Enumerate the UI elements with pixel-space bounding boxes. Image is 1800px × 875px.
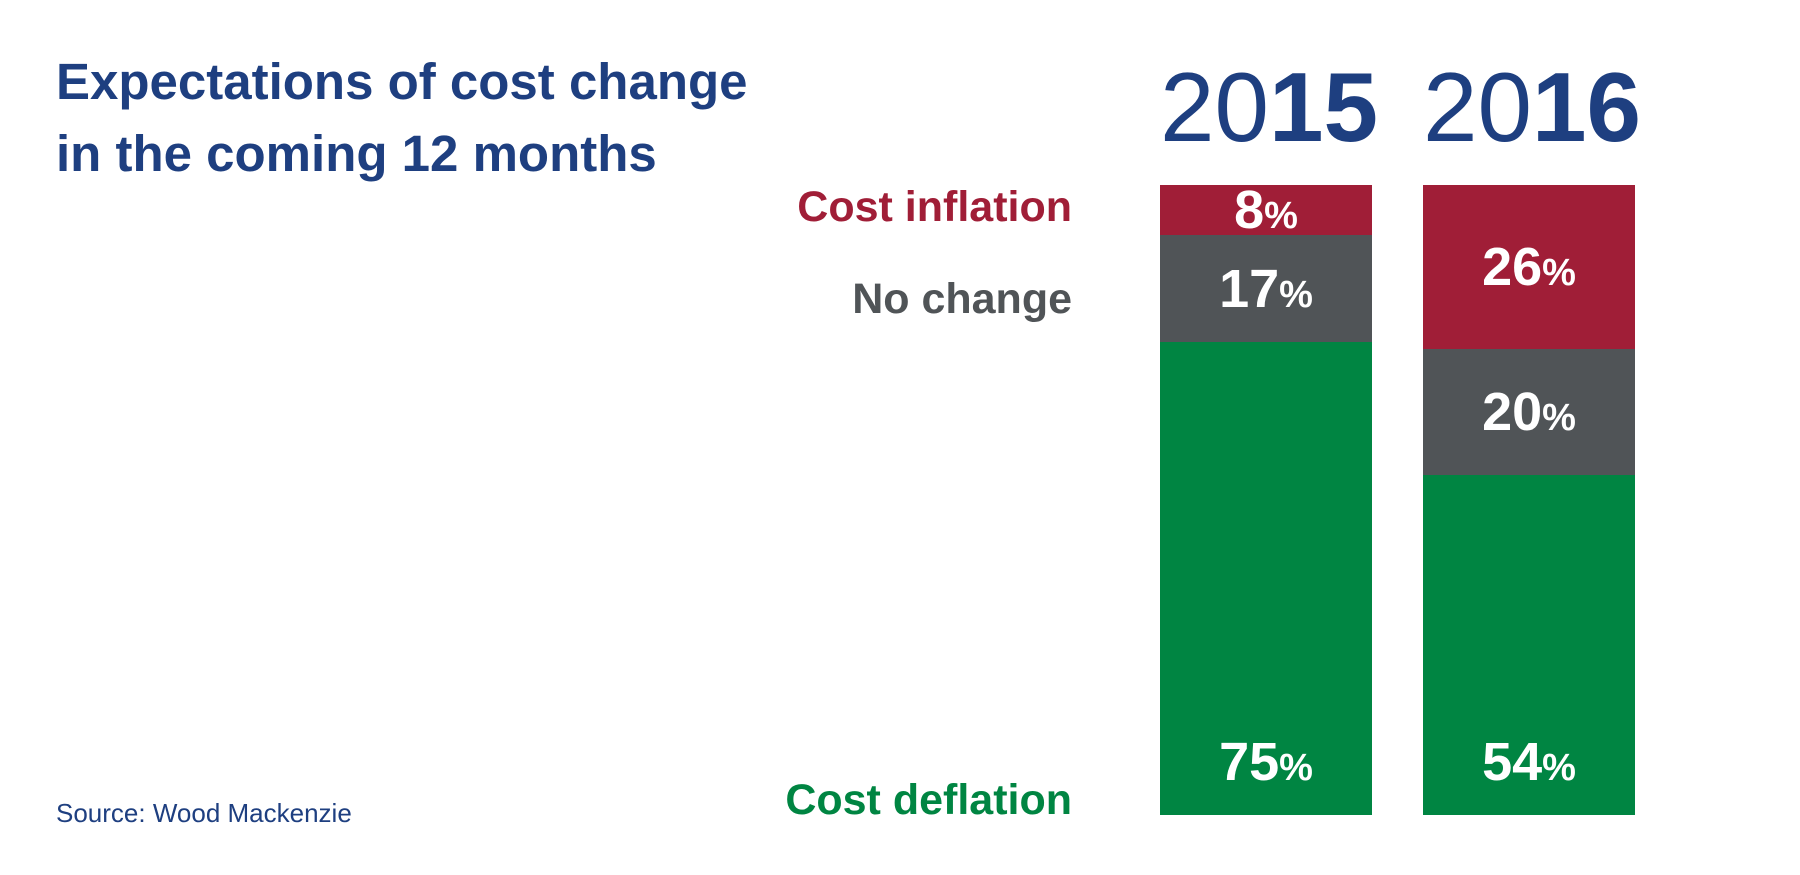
bar-column-2016: 26% 20% 54% [1423, 185, 1635, 815]
chart-title: Expectations of cost change in the comin… [56, 46, 748, 190]
legend-label-no-change: No change [852, 275, 1072, 323]
data-label-no-change-2016: 20 [1482, 382, 1543, 442]
data-label-suffix: % [1279, 747, 1313, 789]
chart-title-line-1: Expectations of cost change [56, 53, 748, 110]
category-label-2015-prefix: 20 [1160, 52, 1270, 162]
data-label-suffix: % [1279, 273, 1313, 316]
category-label-2016-suffix: 16 [1532, 52, 1642, 162]
chart-title-line-2: in the coming 12 months [56, 125, 657, 182]
data-label-cost-inflation-2016: 26 [1482, 237, 1543, 297]
bar-cost-inflation-2015: 8% [1160, 183, 1372, 237]
source-note: Source: Wood Mackenzie [56, 798, 352, 828]
data-label-cost-deflation-2016: 54 [1482, 732, 1543, 792]
legend-label-cost-inflation: Cost inflation [797, 183, 1072, 231]
category-label-2015-suffix: 15 [1269, 52, 1379, 162]
bar-cost-inflation-2016: 26% [1423, 185, 1635, 349]
legend-label-cost-deflation: Cost deflation [785, 776, 1072, 824]
bar-no-change-2015: 17% [1160, 235, 1372, 342]
bar-cost-deflation-2015: 75% [1160, 342, 1372, 815]
data-label-no-change-2015: 17 [1219, 258, 1280, 319]
category-label-2016: 2016 [1423, 58, 1641, 156]
data-label-suffix: % [1542, 747, 1576, 789]
data-label-suffix: % [1264, 195, 1298, 237]
category-label-2016-prefix: 20 [1423, 52, 1533, 162]
data-label-cost-inflation-2015: 8 [1234, 180, 1265, 240]
category-label-2015: 2015 [1160, 58, 1378, 156]
bar-cost-deflation-2016: 54% [1423, 475, 1635, 815]
data-label-suffix: % [1542, 397, 1576, 439]
data-label-suffix: % [1542, 252, 1576, 294]
bar-column-2015: 8% 17% 75% [1160, 183, 1372, 815]
bar-no-change-2016: 20% [1423, 349, 1635, 475]
data-label-cost-deflation-2015: 75 [1219, 732, 1280, 792]
